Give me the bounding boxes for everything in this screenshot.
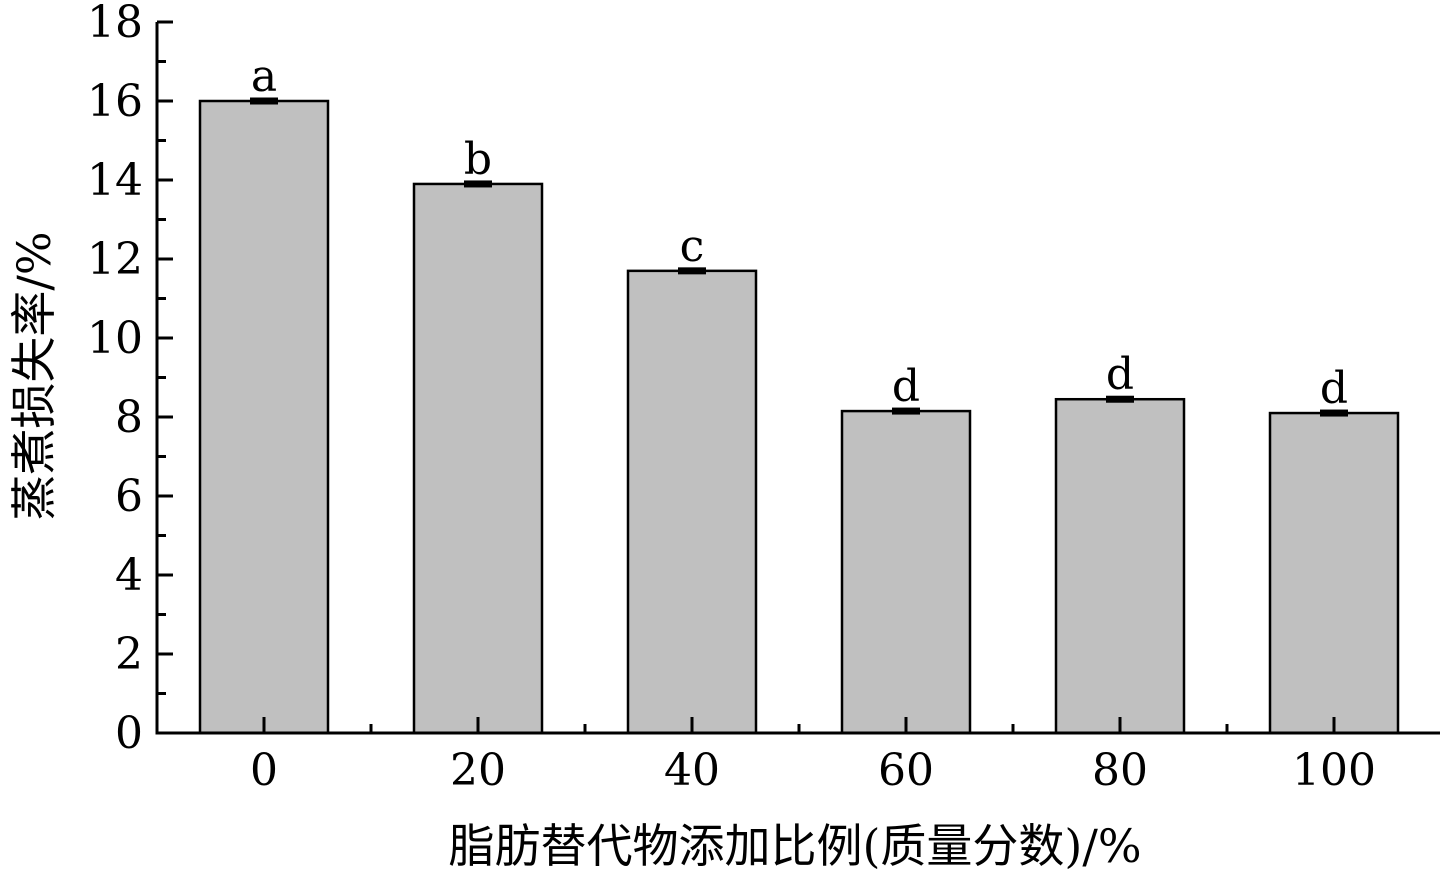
y-tick-label-2: 2 [115,629,143,680]
error-bar-cap-100 [1320,409,1348,417]
significance-label-80: d [1106,349,1134,400]
axes-group [155,22,1440,735]
y-tick-label-0: 0 [115,708,143,759]
y-tick-label-4: 4 [115,550,143,601]
error-bar-cap-40 [678,267,706,275]
error-bar-cap-80 [1106,395,1134,403]
y-tick-label-18: 18 [87,0,143,48]
x-tick-label-60: 60 [878,745,934,796]
error-bar-cap-0 [250,97,278,105]
bar-20 [412,182,544,735]
x-tick-label-100: 100 [1292,745,1376,796]
significance-label-40: c [680,221,705,272]
y-tick-label-16: 16 [87,76,143,127]
y-ticks-group: 0 2 4 6 8 10 12 14 16 18 [87,0,173,759]
bar-60 [840,409,972,735]
bar-100 [1268,411,1400,735]
y-tick-label-8: 8 [115,392,143,443]
bar-0 [198,99,330,735]
x-axis-title: 脂肪替代物添加比例(质量分数)/% [448,819,1141,872]
significance-label-60: d [892,361,920,412]
error-bar-cap-60 [892,407,920,415]
error-bar-cap-20 [464,180,492,188]
error-bars-group [250,97,1348,417]
significance-label-0: a [251,51,277,102]
x-tick-label-40: 40 [664,745,720,796]
significance-labels-group: a b c d d d [251,51,1348,414]
bars-group [198,99,1400,735]
y-axis-title: 蒸煮损失率/% [7,231,61,520]
x-tick-label-80: 80 [1092,745,1148,796]
bar-80 [1054,397,1186,735]
y-tick-label-10: 10 [87,313,143,364]
significance-label-20: b [464,134,492,185]
y-tick-label-12: 12 [87,234,143,285]
bar-40 [626,269,758,735]
y-tick-label-14: 14 [87,155,143,206]
x-tick-label-0: 0 [250,745,278,796]
x-ticks-group: 0 20 40 60 80 100 [250,717,1376,796]
x-tick-label-20: 20 [450,745,506,796]
y-tick-label-6: 6 [115,471,143,522]
significance-label-100: d [1320,363,1348,414]
